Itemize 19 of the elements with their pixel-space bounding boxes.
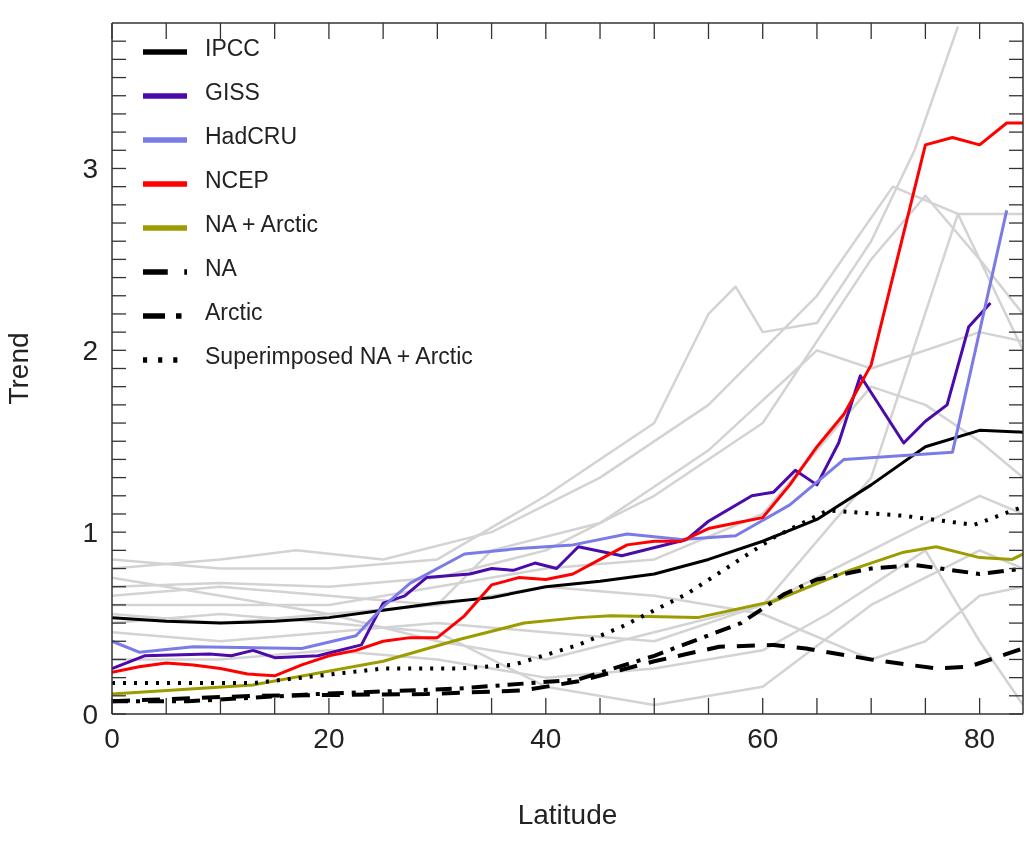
legend-label: Superimposed NA + Arctic (205, 343, 473, 370)
legend-label: IPCC (205, 35, 260, 62)
x-tick-label: 60 (747, 722, 779, 754)
y-tick-label: 1 (82, 517, 98, 549)
legend-label: HadCRU (205, 123, 298, 150)
x-tick-label: 40 (530, 722, 562, 754)
x-tick-label: 80 (964, 722, 996, 754)
x-axis-title: Latitude (517, 799, 618, 830)
x-tick-label: 0 (104, 722, 120, 754)
x-tick-label: 20 (313, 722, 345, 754)
legend-label: NA + Arctic (205, 211, 319, 238)
legend-label: Arctic (205, 299, 263, 326)
legend-label: NCEP (205, 167, 269, 194)
y-tick-label: 2 (82, 335, 98, 367)
y-tick-label: 3 (82, 153, 98, 185)
y-axis-title: Trend (2, 332, 34, 405)
y-tick-label: 0 (82, 698, 98, 730)
legend-label: GISS (205, 79, 260, 106)
legend-label: NA (205, 255, 237, 282)
